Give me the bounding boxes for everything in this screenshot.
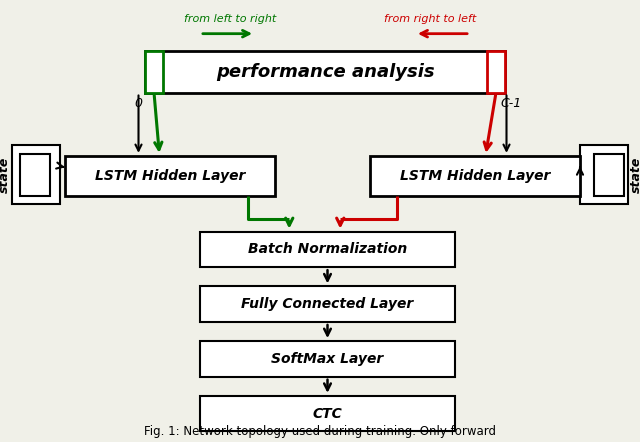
Bar bbox=[20, 154, 50, 196]
Text: from right to left: from right to left bbox=[384, 14, 476, 24]
Bar bbox=[487, 50, 505, 93]
Bar bbox=[580, 145, 628, 204]
Bar bbox=[12, 145, 60, 204]
Text: Fully Connected Layer: Fully Connected Layer bbox=[241, 297, 413, 311]
Text: LSTM Hidden Layer: LSTM Hidden Layer bbox=[95, 169, 245, 183]
Text: SoftMax Layer: SoftMax Layer bbox=[271, 352, 383, 366]
Bar bbox=[200, 232, 455, 267]
Text: Batch Normalization: Batch Normalization bbox=[248, 242, 407, 256]
Bar bbox=[145, 50, 505, 93]
Text: performance analysis: performance analysis bbox=[216, 63, 435, 80]
Text: 0: 0 bbox=[134, 97, 142, 110]
Bar bbox=[200, 286, 455, 322]
Bar bbox=[370, 156, 580, 196]
Text: from left to right: from left to right bbox=[184, 14, 276, 24]
Bar bbox=[200, 341, 455, 377]
Text: LSTM Hidden Layer: LSTM Hidden Layer bbox=[400, 169, 550, 183]
Bar bbox=[594, 154, 624, 196]
Bar bbox=[65, 156, 275, 196]
Bar bbox=[200, 396, 455, 431]
Text: C-1: C-1 bbox=[500, 97, 521, 110]
Text: CTC: CTC bbox=[312, 407, 342, 421]
Text: Fig. 1: Network topology used during training. Only forward: Fig. 1: Network topology used during tra… bbox=[144, 425, 496, 438]
Text: state: state bbox=[0, 156, 10, 193]
Text: state: state bbox=[630, 156, 640, 193]
Bar bbox=[145, 50, 163, 93]
